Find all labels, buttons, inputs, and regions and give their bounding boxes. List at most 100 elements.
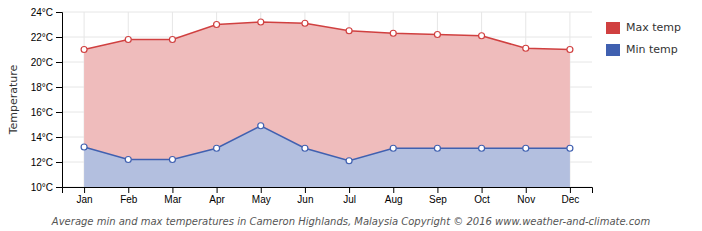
x-tick: Aug (385, 187, 403, 205)
y-tick: 14°C (31, 132, 62, 143)
marker (258, 123, 264, 129)
legend-label: Min temp (626, 43, 678, 56)
y-tick: 16°C (31, 107, 62, 118)
y-tick-mark (56, 162, 62, 163)
x-tick: Jan (77, 187, 93, 205)
marker (523, 45, 529, 51)
y-tick-mark (56, 187, 62, 188)
x-tick-label: Apr (209, 194, 225, 205)
x-tick: Jun (297, 187, 313, 205)
marker (434, 32, 440, 38)
legend-label: Max temp (626, 21, 681, 34)
legend-item: Max temp (606, 21, 681, 34)
x-tick-mark (349, 187, 350, 193)
x-tick-label: Sep (429, 194, 447, 205)
marker (81, 144, 87, 150)
grid (62, 12, 592, 187)
marker (169, 157, 175, 163)
x-tick-label: Nov (517, 194, 535, 205)
legend-swatch (606, 44, 620, 56)
y-axis-title: Temperature (7, 64, 20, 135)
x-tick-mark (128, 187, 129, 193)
x-tick-mark (305, 187, 306, 193)
y-tick-label: 10°C (31, 182, 53, 193)
y-tick-label: 24°C (31, 7, 53, 18)
x-tick-mark (437, 187, 438, 193)
x-tick-label: Jan (77, 194, 93, 205)
marker (434, 145, 440, 151)
marker (390, 30, 396, 36)
x-axis: Jan Feb Mar Apr May Jun Jul Aug Sep Oct Nov Dec (63, 187, 593, 205)
x-tick: Sep (429, 187, 447, 205)
marks (81, 19, 573, 187)
y-tick: 22°C (31, 32, 62, 43)
marker (214, 22, 220, 28)
marker (479, 33, 485, 39)
x-tick: Apr (209, 187, 225, 205)
x-tick-mark (217, 187, 218, 193)
marker (214, 145, 220, 151)
y-tick-mark (56, 62, 62, 63)
marker (346, 28, 352, 34)
series-line (84, 22, 570, 50)
x-tick-mark (261, 187, 262, 193)
range-area (84, 22, 570, 161)
marker (302, 20, 308, 26)
x-tick: Jul (343, 187, 356, 205)
x-tick: Nov (517, 187, 535, 205)
plot-area: 10°C 12°C 14°C 16°C 18°C 20°C 22°C 24°C Jan Feb Ma… (31, 7, 593, 205)
marker (567, 145, 573, 151)
x-axis-line (63, 188, 593, 194)
series-line (84, 126, 570, 161)
y-tick: 10°C (31, 182, 62, 193)
y-axis: 10°C 12°C 14°C 16°C 18°C 20°C 22°C 24°C (31, 7, 63, 193)
x-tick-mark (84, 187, 85, 193)
y-tick-label: 16°C (31, 107, 53, 118)
y-tick: 24°C (31, 7, 62, 18)
marker (81, 47, 87, 53)
legend-item: Min temp (606, 43, 678, 56)
x-tick-mark (172, 187, 173, 193)
x-tick-label: Oct (474, 194, 490, 205)
x-tick-label: Mar (164, 194, 182, 205)
x-tick-label: Aug (385, 194, 403, 205)
y-tick-label: 12°C (31, 157, 53, 168)
below-min-area (84, 126, 570, 187)
y-tick: 12°C (31, 157, 62, 168)
y-tick-mark (56, 112, 62, 113)
x-tick: Oct (474, 187, 490, 205)
x-tick-label: Jul (343, 194, 356, 205)
marker (169, 37, 175, 43)
marker (390, 145, 396, 151)
y-tick: 20°C (31, 57, 62, 68)
marker (125, 37, 131, 43)
x-tick-label: May (252, 194, 271, 205)
x-tick: May (252, 187, 271, 205)
y-tick-label: 20°C (31, 57, 53, 68)
x-tick-label: Jun (297, 194, 313, 205)
y-tick-label: 14°C (31, 132, 53, 143)
grid-line (62, 12, 592, 13)
x-tick-mark (482, 187, 483, 193)
y-tick-label: 18°C (31, 82, 53, 93)
x-tick-mark (393, 187, 394, 193)
y-tick: 18°C (31, 82, 62, 93)
marker (302, 145, 308, 151)
x-tick: Dec (562, 187, 580, 205)
chart-title: Average min and max temperatures in Came… (51, 216, 651, 227)
y-tick-mark (56, 12, 62, 13)
legend: Max temp Min temp (606, 21, 681, 56)
marker (258, 19, 264, 25)
marker (346, 158, 352, 164)
y-tick-mark (56, 87, 62, 88)
y-axis-line (56, 13, 63, 188)
legend-swatch (606, 22, 620, 34)
y-tick-label: 22°C (31, 32, 53, 43)
x-tick-label: Feb (120, 194, 138, 205)
marker (479, 145, 485, 151)
marker (523, 145, 529, 151)
x-tick: Feb (120, 187, 138, 205)
marker (567, 47, 573, 53)
y-tick-mark (56, 137, 62, 138)
x-tick: Mar (164, 187, 182, 205)
